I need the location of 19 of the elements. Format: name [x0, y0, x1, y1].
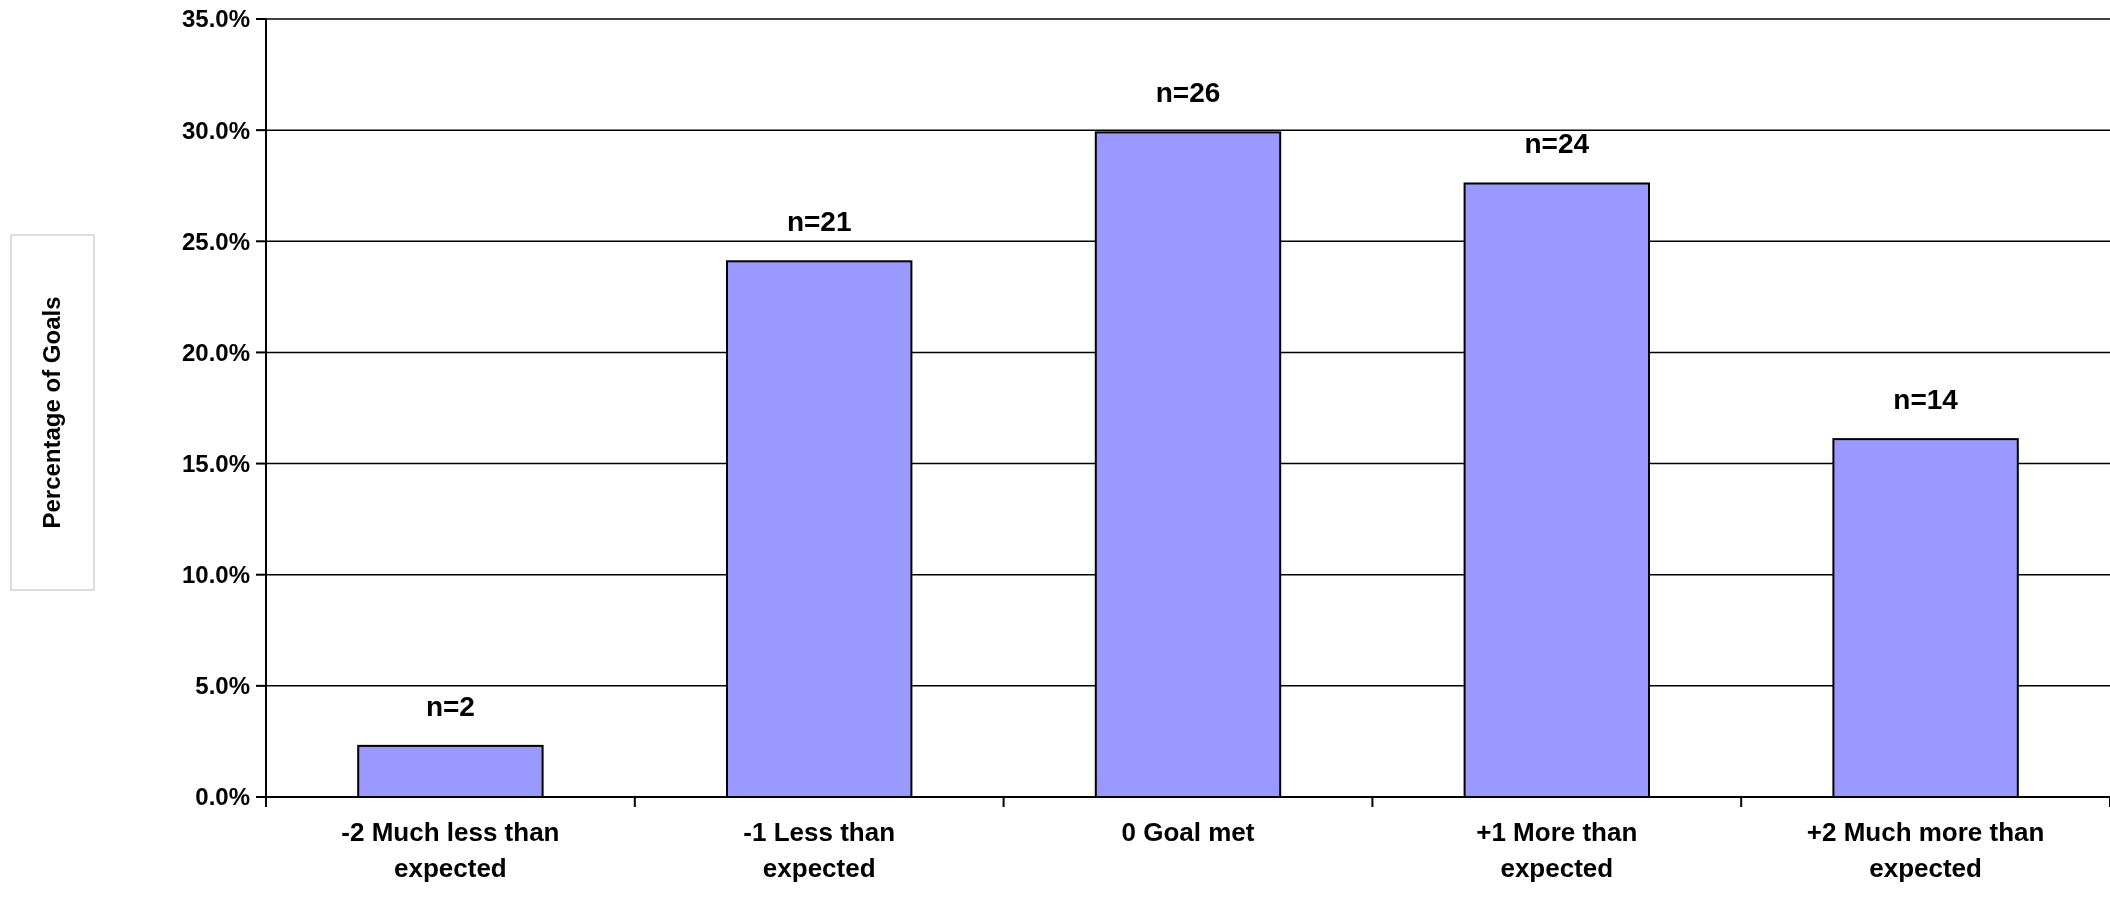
y-tick-label: 25.0% [181, 227, 250, 255]
y-tick-label: 20.0% [181, 338, 250, 366]
annotation: n=21 [786, 206, 852, 238]
x-tick-label: 0 Goal met [1121, 817, 1255, 847]
annotation: n=26 [1155, 77, 1221, 109]
x-tick-label: -2 Much less than expected [341, 817, 560, 883]
x-tick-label: -1 Less than expected [743, 817, 896, 883]
annotation: n=14 [1893, 384, 1959, 416]
y-tick-label: 0.0% [195, 783, 250, 811]
y-tick-label: 5.0% [195, 672, 250, 700]
y-tick-label: 15.0% [181, 449, 250, 477]
annotation: n=2 [425, 690, 475, 722]
y-tick-label: 35.0% [181, 5, 250, 33]
y-tick-label: 30.0% [181, 116, 250, 144]
annotation: n=24 [1524, 128, 1590, 160]
y-axis-title: Percentage of Goals [38, 296, 65, 529]
x-tick-label: +1 More than expected [1476, 817, 1638, 883]
x-tick-label: +2 Much more than expected [1806, 817, 2045, 883]
y-tick-label: 10.0% [181, 561, 250, 589]
